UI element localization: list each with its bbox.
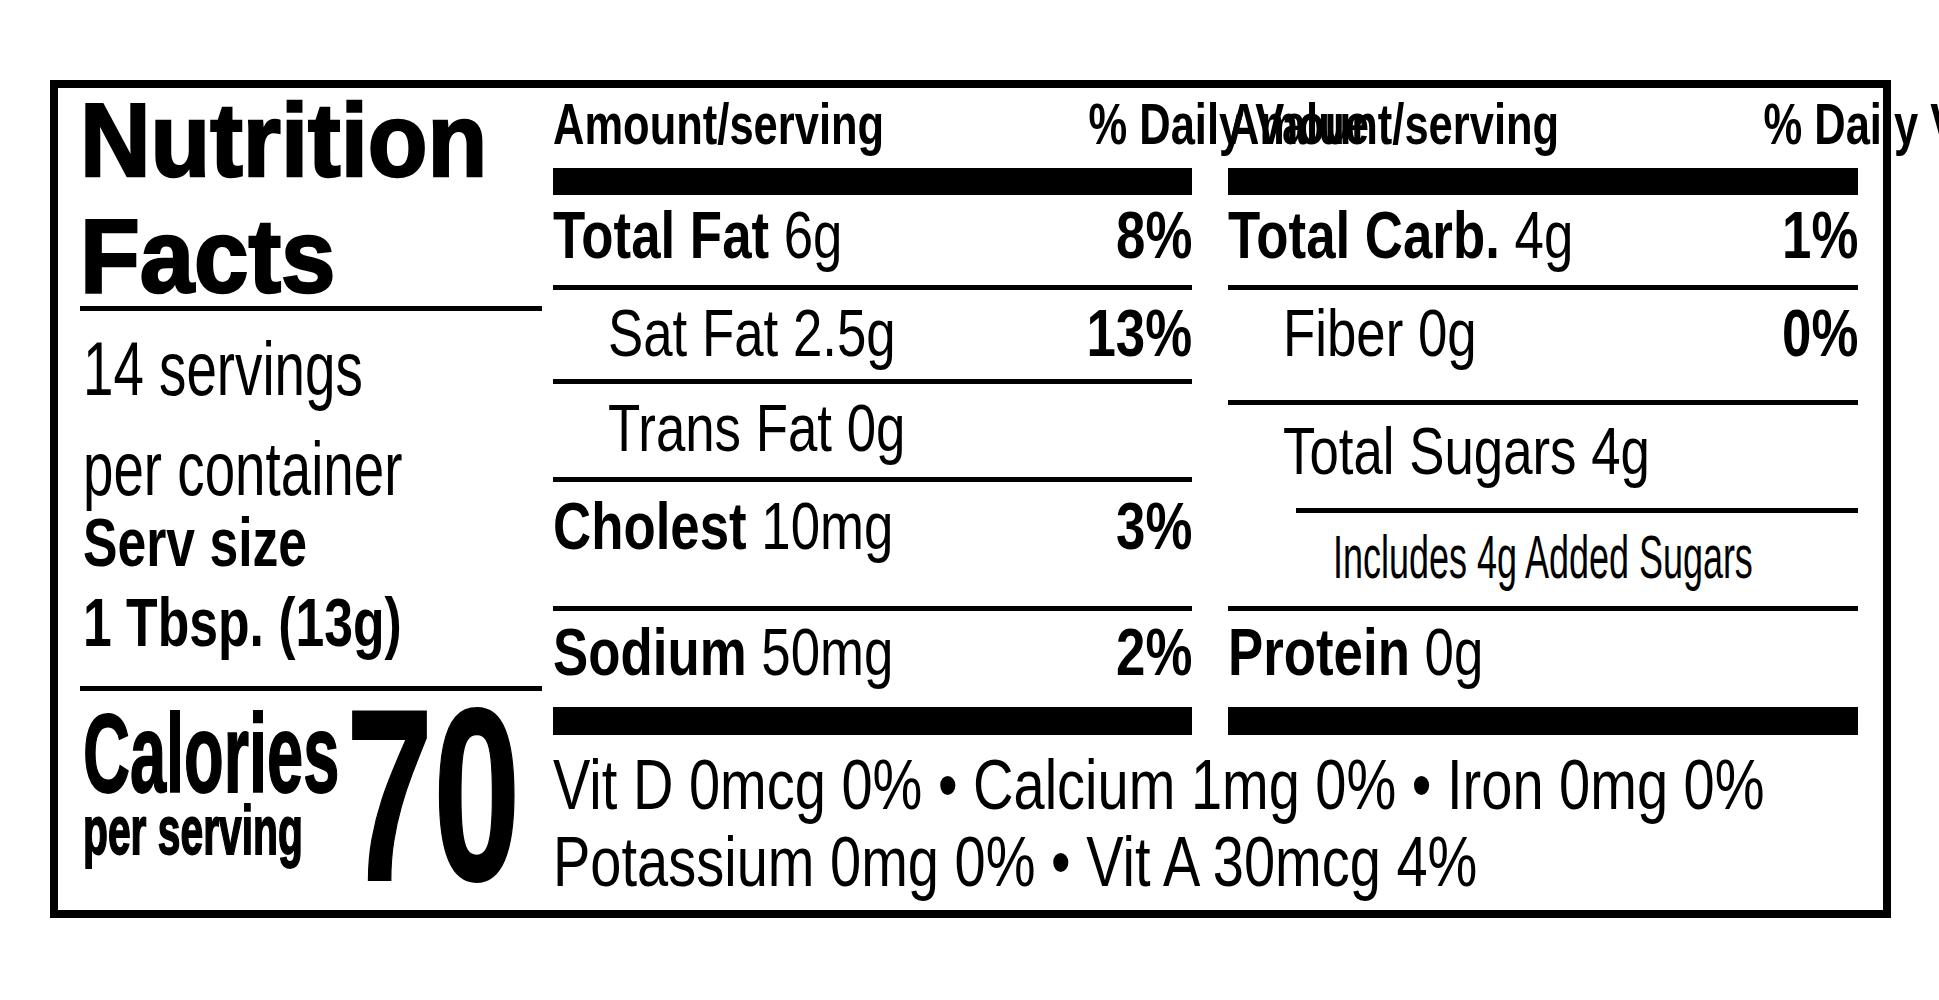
column1-header-left: Amount/serving bbox=[553, 95, 884, 153]
nutrient-name: Sat Fat bbox=[608, 296, 778, 370]
nutrient-dv: 1% bbox=[1782, 202, 1858, 268]
nutrient-name: Protein bbox=[1228, 615, 1410, 689]
nutrient-amount: 6g bbox=[784, 198, 843, 272]
nutrient-amount: 0g bbox=[847, 391, 906, 465]
nutrient-dv: 3% bbox=[1116, 493, 1192, 559]
nutrient-name: Total Sugars bbox=[1283, 414, 1577, 488]
title-line-1: Nutrition bbox=[80, 82, 487, 198]
nutrient-name: Trans Fat bbox=[608, 391, 832, 465]
divider bbox=[80, 306, 542, 311]
divider bbox=[553, 379, 1192, 384]
row-total-fat: Total Fat 6g 8% bbox=[553, 202, 1192, 268]
micronutrients-line-1: Vit D 0mcg 0% • Calcium 1mg 0% • Iron 0m… bbox=[553, 750, 1858, 820]
column1-header: Amount/serving % Daily Value bbox=[553, 95, 1192, 153]
row-total-carb: Total Carb. 4g 1% bbox=[1228, 202, 1858, 268]
nutrient-name: Fiber bbox=[1283, 296, 1403, 370]
row-cholesterol: Cholest 10mg 3% bbox=[553, 493, 1192, 559]
row-trans-fat: Trans Fat 0g bbox=[553, 395, 1192, 461]
servings-per-container: 14 servings per container bbox=[83, 319, 527, 519]
nutrient-amount: 4g bbox=[1515, 198, 1574, 272]
divider bbox=[1228, 400, 1858, 405]
thick-bar bbox=[1228, 168, 1858, 195]
title-line-2: Facts bbox=[80, 198, 335, 314]
serving-size-label: Serv size bbox=[83, 502, 307, 582]
divider bbox=[1228, 606, 1858, 611]
nutrient-name: Includes 4g Added Sugars bbox=[1333, 524, 1753, 590]
servings-count: 14 servings bbox=[83, 319, 363, 419]
label-title: Nutrition Facts bbox=[80, 82, 513, 314]
row-protein: Protein 0g bbox=[1228, 619, 1858, 685]
serving-size-value: 1 Tbsp. (13g) bbox=[83, 582, 402, 662]
thick-bar bbox=[1228, 707, 1858, 735]
nutrient-amount: 2.5g bbox=[793, 296, 896, 370]
row-fiber: Fiber 0g 0% bbox=[1228, 300, 1858, 366]
nutrient-name: Total Carb. bbox=[1228, 198, 1500, 272]
nutrient-dv: 0% bbox=[1782, 300, 1858, 366]
divider bbox=[553, 477, 1192, 482]
serving-size: Serv size 1 Tbsp. (13g) bbox=[83, 502, 502, 662]
nutrient-amount: 0g bbox=[1425, 615, 1484, 689]
divider bbox=[1228, 285, 1858, 290]
nutrient-amount: 50mg bbox=[761, 615, 893, 689]
row-added-sugars: Includes 4g Added Sugars 8% bbox=[1228, 524, 1858, 590]
divider bbox=[553, 606, 1192, 611]
thick-bar bbox=[553, 168, 1192, 195]
nutrient-name: Sodium bbox=[553, 615, 747, 689]
divider-indented bbox=[1296, 508, 1858, 513]
nutrient-dv: 2% bbox=[1116, 619, 1192, 685]
column2-header: Amount/serving % Daily Value bbox=[1228, 95, 1858, 153]
nutrient-amount: 4g bbox=[1591, 414, 1650, 488]
row-total-sugars: Total Sugars 4g bbox=[1228, 418, 1858, 484]
nutrient-name: Total Fat bbox=[553, 198, 769, 272]
thick-bar bbox=[553, 707, 1192, 735]
nutrient-amount: 10mg bbox=[761, 489, 893, 563]
micronutrients-line-2: Potassium 0mg 0% • Vit A 30mcg 4% bbox=[553, 827, 1858, 897]
nutrient-dv: 13% bbox=[1086, 300, 1192, 366]
row-sodium: Sodium 50mg 2% bbox=[553, 619, 1192, 685]
column2-header-left: Amount/serving bbox=[1228, 95, 1559, 153]
column2-header-right: % Daily Value bbox=[1763, 95, 1939, 153]
nutrient-amount: 0g bbox=[1418, 296, 1477, 370]
nutrition-facts-label: Nutrition Facts 14 servings per containe… bbox=[50, 80, 1891, 918]
nutrient-name: Cholest bbox=[553, 489, 747, 563]
row-sat-fat: Sat Fat 2.5g 13% bbox=[553, 300, 1192, 366]
nutrient-dv: 8% bbox=[1116, 202, 1192, 268]
divider bbox=[553, 285, 1192, 290]
